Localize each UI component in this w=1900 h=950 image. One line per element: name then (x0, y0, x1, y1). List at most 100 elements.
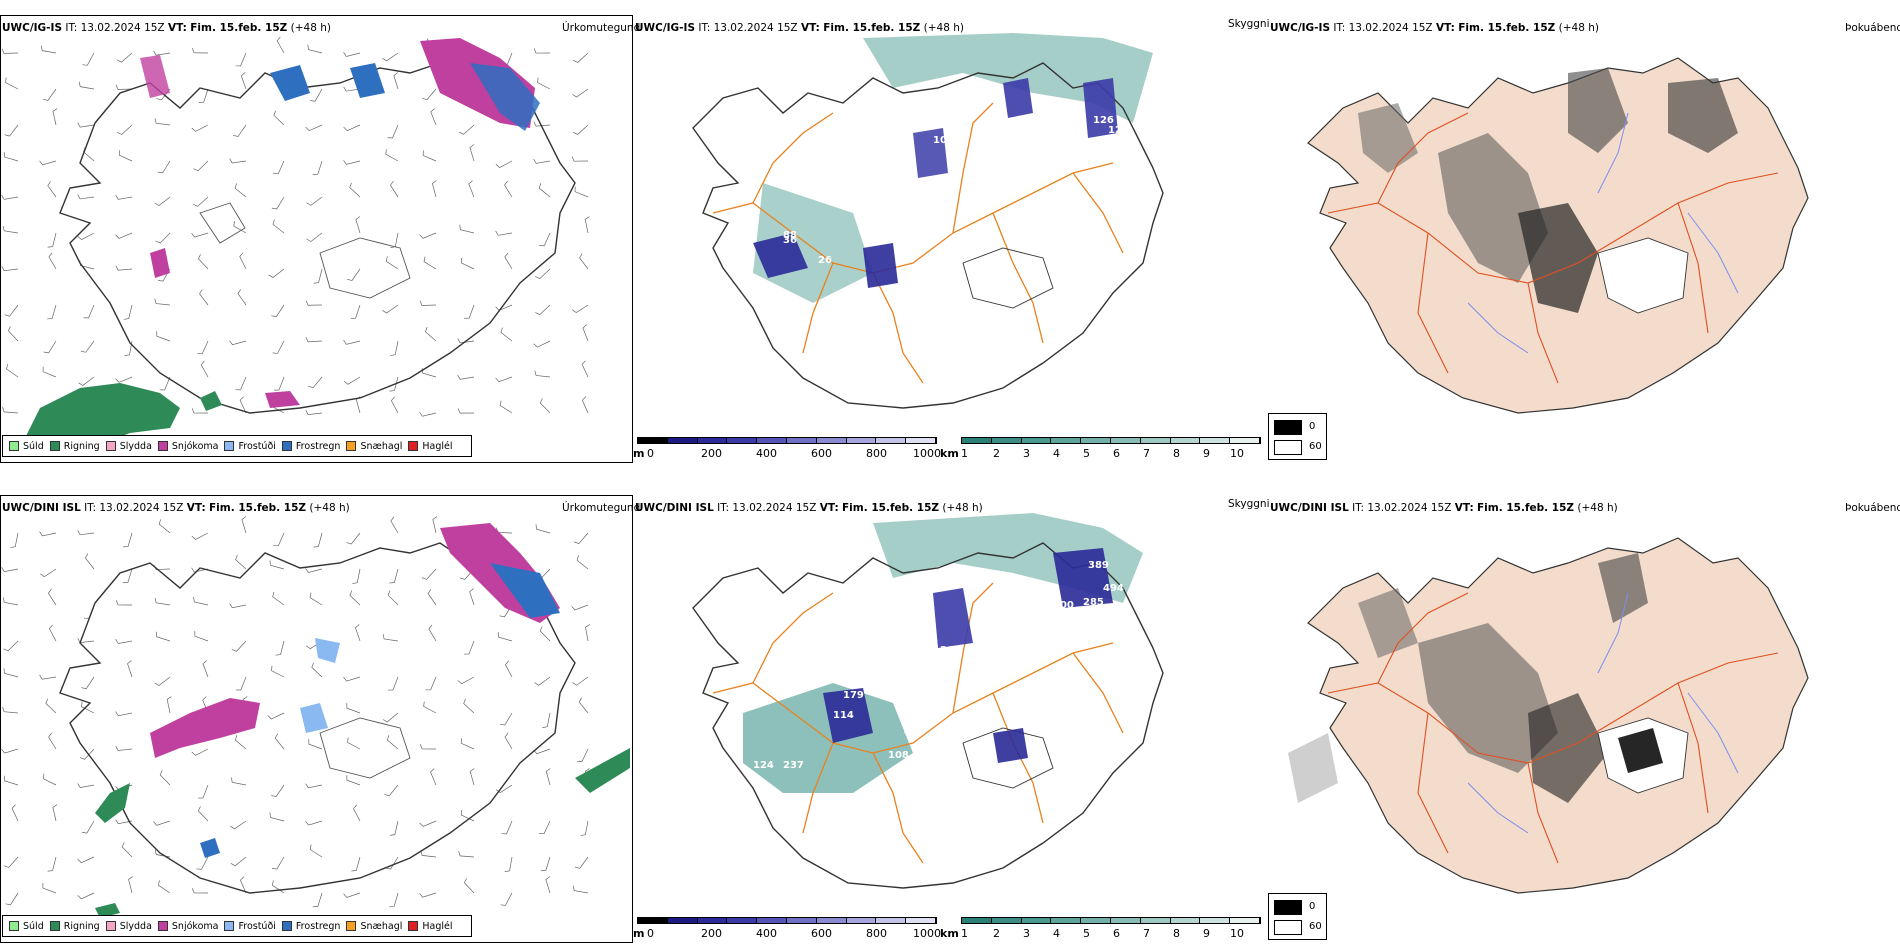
fog-dark-3 (1568, 68, 1628, 153)
colorbar-cell (962, 438, 992, 443)
wind-barb (154, 597, 171, 606)
colorbar-cell (1200, 438, 1231, 443)
colorbar-tick: 1 (961, 447, 968, 460)
wind-barb (310, 88, 323, 102)
colorbar-cell (1110, 918, 1141, 923)
wind-barb (534, 370, 551, 378)
fog-dark-4 (1668, 78, 1738, 153)
colorbar-cell (727, 918, 758, 923)
visibility-label: 107 (933, 135, 954, 146)
wind-barb (540, 856, 551, 872)
wind-barb (81, 701, 95, 714)
wind-barb (6, 364, 19, 378)
fog-map-bottom (1288, 537, 1809, 894)
wind-barb (346, 775, 361, 786)
wind-barb (155, 232, 171, 244)
legend-item: Slydda (105, 441, 152, 452)
wind-barb (427, 589, 437, 606)
wind-barb (457, 374, 475, 380)
colorbar-cell (1021, 918, 1052, 923)
wind-barb (350, 304, 361, 319)
legend-label: Snæhagl (360, 440, 403, 452)
fog-dark-1 (1438, 133, 1548, 283)
colorbar-cell (1021, 438, 1052, 443)
legend-label: Snæhagl (360, 920, 403, 932)
wind-barb (7, 326, 19, 342)
fog-scale-label: 60 (1309, 441, 1322, 452)
colorbar-tick: 600 (811, 447, 832, 460)
wind-barb (423, 256, 437, 270)
wind-barb (2, 225, 19, 234)
visibility-label: 62 (1018, 115, 1032, 126)
rain-area-small (200, 391, 222, 411)
wind-barb (115, 265, 133, 271)
wind-barb (572, 676, 589, 686)
colorbar-cell (1170, 918, 1201, 923)
wind-barb (124, 340, 133, 357)
legend-item: Rigning (49, 441, 100, 452)
wind-barb (47, 232, 57, 248)
legend-label: Haglél (422, 440, 453, 452)
wind-barb (535, 268, 551, 280)
wind-barb (347, 737, 361, 750)
header-precip-top: UWC/IG-IS IT: 13.02.2024 15Z VT: Fim. 15… (2, 22, 331, 34)
model-name: UWC/DINI ISL (1270, 502, 1349, 514)
glacier-outline-1 (319, 237, 411, 299)
colorbar-tick: 400 (756, 927, 777, 940)
model-name: UWC/IG-IS (1270, 22, 1331, 34)
legend-swatch (346, 441, 357, 451)
wind-barb (39, 531, 57, 537)
wind-barbs (1, 516, 590, 908)
wind-barb (305, 820, 323, 826)
wind-barb (385, 256, 399, 270)
wind-barb (545, 768, 551, 786)
visibility-km-colorbar-top: km 1 2 3 4 5 6 7 8 9 10 (940, 437, 1270, 463)
wind-barb (42, 88, 57, 101)
wind-barb (199, 289, 209, 306)
snow-south (265, 391, 300, 408)
wind-barb (347, 268, 361, 281)
vt-label: VT: (1454, 502, 1474, 514)
wind-barb (495, 230, 513, 236)
precip-panel-bottom: Súld Rigning Slydda Snjókoma Frostúði Fr… (0, 493, 633, 943)
legend-swatch (281, 921, 292, 931)
legend-label: Súld (23, 440, 44, 452)
wind-barb (355, 624, 361, 642)
visibility-label: 76 (903, 250, 917, 261)
wind-barb (458, 124, 475, 135)
wind-barb (501, 820, 513, 835)
colorbar-cell (991, 438, 1022, 443)
wind-barb (77, 892, 95, 900)
wind-barb (2, 706, 19, 714)
wind-barb (52, 108, 58, 126)
wind-barb (273, 532, 285, 547)
wind-barb (191, 232, 209, 238)
wind-barb (48, 624, 57, 642)
legend-item: Súld (9, 921, 44, 932)
rain-south (95, 903, 120, 918)
wind-barb (382, 634, 399, 642)
visibility-label: 62 (793, 590, 807, 601)
wind-barb (571, 304, 589, 313)
visibility-label: 126 (1093, 115, 1114, 126)
legend-swatch (105, 921, 116, 931)
wind-barb (42, 366, 57, 378)
model-name: UWC/DINI ISL (2, 502, 81, 514)
wind-barb (385, 856, 399, 870)
wind-barb (115, 819, 133, 825)
visibility-label: 123 (773, 85, 794, 96)
wind-barb (343, 124, 361, 132)
legend-label: Súld (23, 920, 44, 932)
legend-item: Slydda (105, 921, 152, 932)
colorbar-tick: 600 (811, 927, 832, 940)
panel-title-visibility-bottom: Skyggni (1228, 498, 1270, 510)
wind-barb (469, 144, 475, 162)
colorbar-tick: 3 (1023, 927, 1030, 940)
lead-time: (+48 h) (290, 22, 331, 34)
wind-barb (537, 77, 551, 90)
model-name: UWC/IG-IS (635, 22, 696, 34)
visibility-km-colorbar-bottom: km 1 2 3 4 5 6 7 8 9 10 (940, 917, 1270, 943)
colorbar-cell (1230, 918, 1260, 923)
wind-barb (343, 340, 361, 345)
wind-barb (77, 783, 95, 789)
